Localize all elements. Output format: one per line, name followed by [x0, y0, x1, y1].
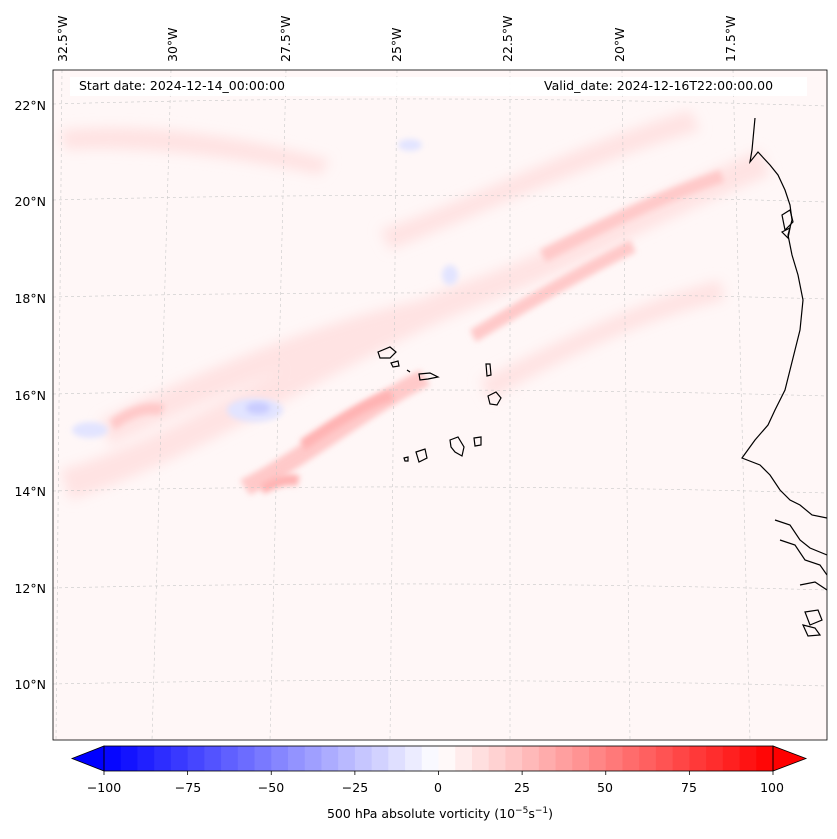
- map-frame: [52, 69, 828, 741]
- colorbar-cell: [371, 746, 389, 771]
- lat-label-12N: 12°N: [14, 581, 46, 596]
- colorbar-cell: [689, 746, 707, 771]
- colorbar-cell: [505, 746, 523, 771]
- colorbar-cell: [538, 746, 556, 771]
- lat-label-18N: 18°N: [14, 291, 46, 306]
- colorbar-cell: [170, 746, 189, 771]
- lat-label-22N: 22°N: [14, 98, 46, 113]
- colorbar-tick-label: −25: [341, 780, 369, 795]
- lat-label-20N: 20°N: [14, 194, 46, 209]
- lon-label-27.5W: 27.5°W: [278, 15, 293, 62]
- colorbar-cell: [589, 746, 607, 771]
- colorbar-title: 500 hPa absolute vorticity (10−5s−1): [326, 806, 553, 822]
- colorbar-cell: [639, 746, 657, 771]
- colorbar-cell: [137, 746, 155, 771]
- valid-date-label: Valid_date: 2024-12-16T22:00:00.00: [544, 78, 774, 93]
- colorbar-tick-label: −100: [86, 780, 122, 795]
- colorbar-cell: [605, 746, 623, 771]
- colorbar-cell: [104, 746, 122, 771]
- colorbar-cell: [655, 746, 674, 771]
- lat-label-14N: 14°N: [14, 484, 46, 499]
- colorbar-cell: [187, 746, 205, 771]
- lon-label-30W: 30°W: [165, 27, 180, 62]
- colorbar-cell: [405, 746, 423, 771]
- lon-label-25W: 25°W: [389, 27, 404, 62]
- colorbar-high-extend: [772, 745, 808, 772]
- colorbar-cell: [455, 746, 473, 771]
- colorbar-cell: [739, 746, 757, 771]
- header-box: [70, 77, 807, 96]
- colorbar-cell: [287, 746, 306, 771]
- colorbar-tick-label: −75: [174, 780, 202, 795]
- colorbar-cell: [488, 746, 506, 771]
- start-date-label: Start date: 2024-12-14_00:00:00: [79, 78, 285, 93]
- colorbar: [70, 745, 808, 775]
- colorbar-cell: [271, 746, 289, 771]
- colorbar-cell: [438, 746, 456, 771]
- lon-label-32.5W: 32.5°W: [55, 15, 70, 62]
- lon-label-17.5W: 17.5°W: [723, 15, 738, 62]
- colorbar-cell: [672, 746, 690, 771]
- lat-label-16N: 16°N: [14, 388, 46, 403]
- colorbar-cell: [722, 746, 740, 771]
- coastline: [377, 117, 827, 637]
- lon-label-20W: 20°W: [612, 27, 627, 62]
- colorbar-cell: [572, 746, 590, 771]
- colorbar-cell: [354, 746, 373, 771]
- colorbar-cell: [555, 746, 573, 771]
- colorbar-cell: [237, 746, 255, 771]
- colorbar-cell: [221, 746, 239, 771]
- colorbar-cell: [120, 746, 138, 771]
- colorbar-tick-label: 100: [760, 780, 784, 795]
- colorbar-tick-label: −50: [257, 780, 285, 795]
- lat-label-10N: 10°N: [14, 677, 46, 692]
- colorbar-cell: [154, 746, 172, 771]
- colorbar-tick-label: 25: [514, 780, 530, 795]
- colorbar-cell: [204, 746, 222, 771]
- colorbar-cell: [321, 746, 339, 771]
- vorticity-field: [53, 70, 827, 740]
- colorbar-cell: [421, 746, 439, 771]
- colorbar-cell: [756, 746, 774, 771]
- colorbar-tick-label: 50: [597, 780, 613, 795]
- colorbar-cell: [304, 746, 322, 771]
- colorbar-cell: [388, 746, 406, 771]
- colorbar-tick-label: 75: [681, 780, 697, 795]
- colorbar-cell: [522, 746, 540, 771]
- lon-label-22.5W: 22.5°W: [500, 15, 515, 62]
- colorbar-cell: [338, 746, 356, 771]
- colorbar-cell: [622, 746, 640, 771]
- colorbar-cell: [254, 746, 272, 771]
- colorbar-low-extend: [70, 745, 105, 772]
- colorbar-cell: [471, 746, 490, 771]
- colorbar-cell: [706, 746, 724, 771]
- colorbar-tick-label: 0: [434, 780, 442, 795]
